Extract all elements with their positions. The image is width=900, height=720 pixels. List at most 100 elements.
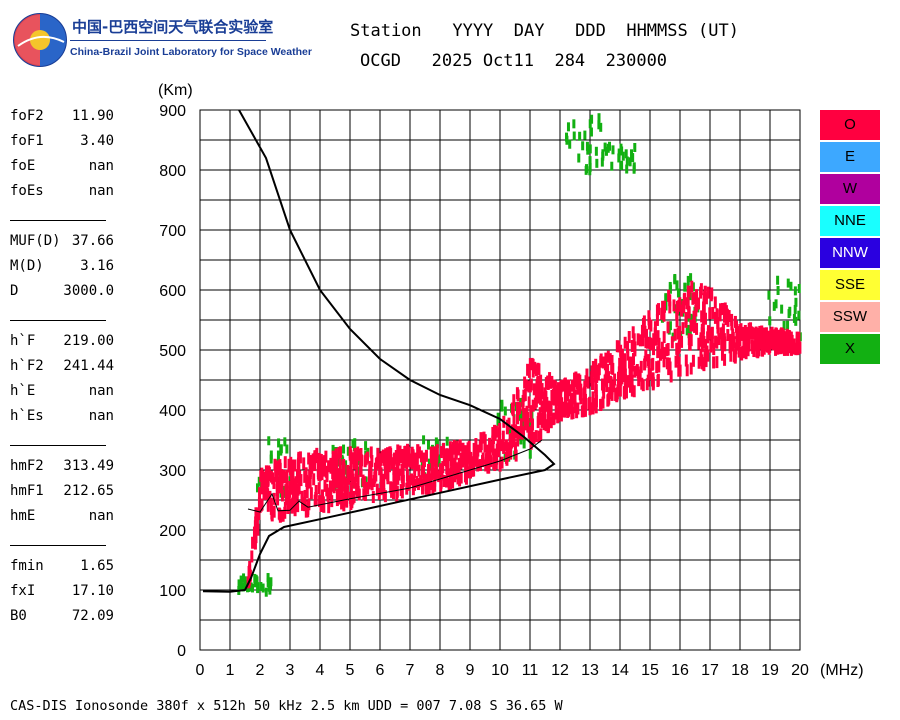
x-trace-echo: [283, 437, 287, 447]
o-trace-echo: [681, 300, 685, 313]
o-trace-echo: [724, 313, 728, 326]
o-trace-echo: [610, 382, 614, 395]
o-trace-echo: [275, 479, 279, 492]
x-trace-echo: [620, 160, 624, 170]
o-trace-echo: [407, 478, 411, 491]
x-trace-echo: [683, 282, 687, 292]
x-trace-echo: [625, 164, 629, 174]
param-key: fxI: [10, 583, 36, 599]
o-trace-echo: [690, 280, 694, 293]
o-trace-echo: [287, 460, 291, 473]
o-trace-echo: [756, 331, 760, 344]
parameter-list: foF2 11.90 foF1 3.40 foE nan foEs nan MUF(D)…: [10, 108, 120, 633]
o-trace-echo: [591, 402, 595, 415]
param-value: nan: [88, 408, 114, 424]
o-trace-echo: [273, 458, 277, 471]
o-trace-echo: [318, 453, 322, 466]
o-trace-echo: [248, 560, 252, 573]
o-trace-echo: [585, 368, 589, 381]
o-trace-echo: [499, 439, 503, 452]
o-trace-echo: [729, 333, 733, 346]
x-trace-echo: [588, 119, 592, 129]
o-trace-echo: [266, 499, 270, 512]
o-trace-echo: [489, 455, 493, 468]
param-row: h`Es nan: [10, 408, 120, 433]
x-trace-echo: [668, 321, 672, 331]
o-trace-echo: [476, 444, 480, 457]
o-trace-echo: [449, 477, 453, 490]
o-trace-echo: [516, 403, 520, 416]
o-trace-echo: [657, 337, 661, 350]
o-trace-echo: [401, 458, 405, 471]
o-trace-echo: [487, 446, 491, 459]
o-trace-echo: [692, 310, 696, 323]
o-trace-echo: [254, 531, 258, 544]
x-trace-echo: [259, 582, 263, 592]
o-trace-echo: [500, 456, 504, 469]
x-trace-echo: [239, 580, 243, 590]
o-trace-echo: [647, 310, 651, 323]
o-trace-echo: [340, 479, 344, 492]
o-trace-echo: [617, 340, 621, 353]
o-trace-echo: [308, 476, 312, 489]
param-row: MUF(D) 37.66: [10, 233, 120, 258]
o-trace-echo: [630, 340, 634, 353]
o-trace-echo: [797, 331, 801, 344]
o-trace-echo: [278, 472, 282, 485]
o-trace-echo: [281, 509, 285, 522]
o-trace-echo: [290, 479, 294, 492]
x-trace-echo: [518, 411, 522, 421]
o-trace-echo: [400, 486, 404, 499]
o-trace-echo: [599, 353, 603, 366]
o-trace-echo: [790, 334, 794, 347]
o-trace-echo: [564, 403, 568, 416]
o-trace-echo: [662, 309, 666, 322]
o-trace-echo: [439, 476, 443, 489]
x-trace-echo: [253, 578, 257, 588]
o-trace-echo: [694, 304, 698, 317]
param-key: foF1: [10, 133, 44, 149]
o-trace-echo: [510, 436, 514, 449]
param-key: foE: [10, 158, 36, 174]
o-trace-echo: [316, 467, 320, 480]
o-trace-echo: [384, 448, 388, 461]
x-trace-echo: [588, 144, 592, 154]
o-trace-echo: [285, 469, 289, 482]
o-trace-echo: [630, 356, 634, 369]
o-trace-echo: [795, 331, 799, 344]
o-trace-echo: [533, 361, 537, 374]
o-trace-echo: [369, 462, 373, 475]
virtual-height-profile-line: [202, 109, 556, 593]
header-labels: Station YYYY DAY DDD HHMMSS (UT): [350, 21, 739, 41]
param-key: hmF2: [10, 458, 44, 474]
o-trace-echo: [645, 336, 649, 349]
o-trace-echo: [772, 336, 776, 349]
o-trace-echo: [501, 430, 505, 443]
o-trace-echo: [335, 488, 339, 501]
x-trace-echo: [774, 299, 778, 309]
param-key: foF2: [10, 108, 44, 124]
o-trace-echo: [485, 449, 489, 462]
o-trace-echo: [666, 321, 670, 334]
param-value: 241.44: [63, 358, 114, 374]
o-trace-echo: [386, 472, 390, 485]
o-trace-echo: [697, 356, 701, 369]
x-trace-echo: [585, 141, 589, 151]
param-value: 3.40: [80, 133, 114, 149]
o-trace-echo: [523, 376, 527, 389]
x-trace-echo: [786, 278, 790, 288]
o-trace-echo: [505, 443, 509, 456]
o-trace-echo: [251, 536, 255, 549]
x-trace-echo: [608, 141, 612, 151]
o-trace-echo: [591, 391, 595, 404]
x-trace-echo: [599, 122, 603, 132]
o-trace-echo: [583, 404, 587, 417]
o-trace-echo: [434, 466, 438, 479]
o-trace-echo: [370, 455, 374, 468]
o-trace-echo: [513, 442, 517, 455]
x-trace-echo: [346, 446, 350, 456]
x-trace-echo: [578, 131, 582, 141]
o-trace-echo: [458, 474, 462, 487]
x-tick-label: 6: [376, 662, 385, 679]
o-trace-echo: [726, 329, 730, 342]
